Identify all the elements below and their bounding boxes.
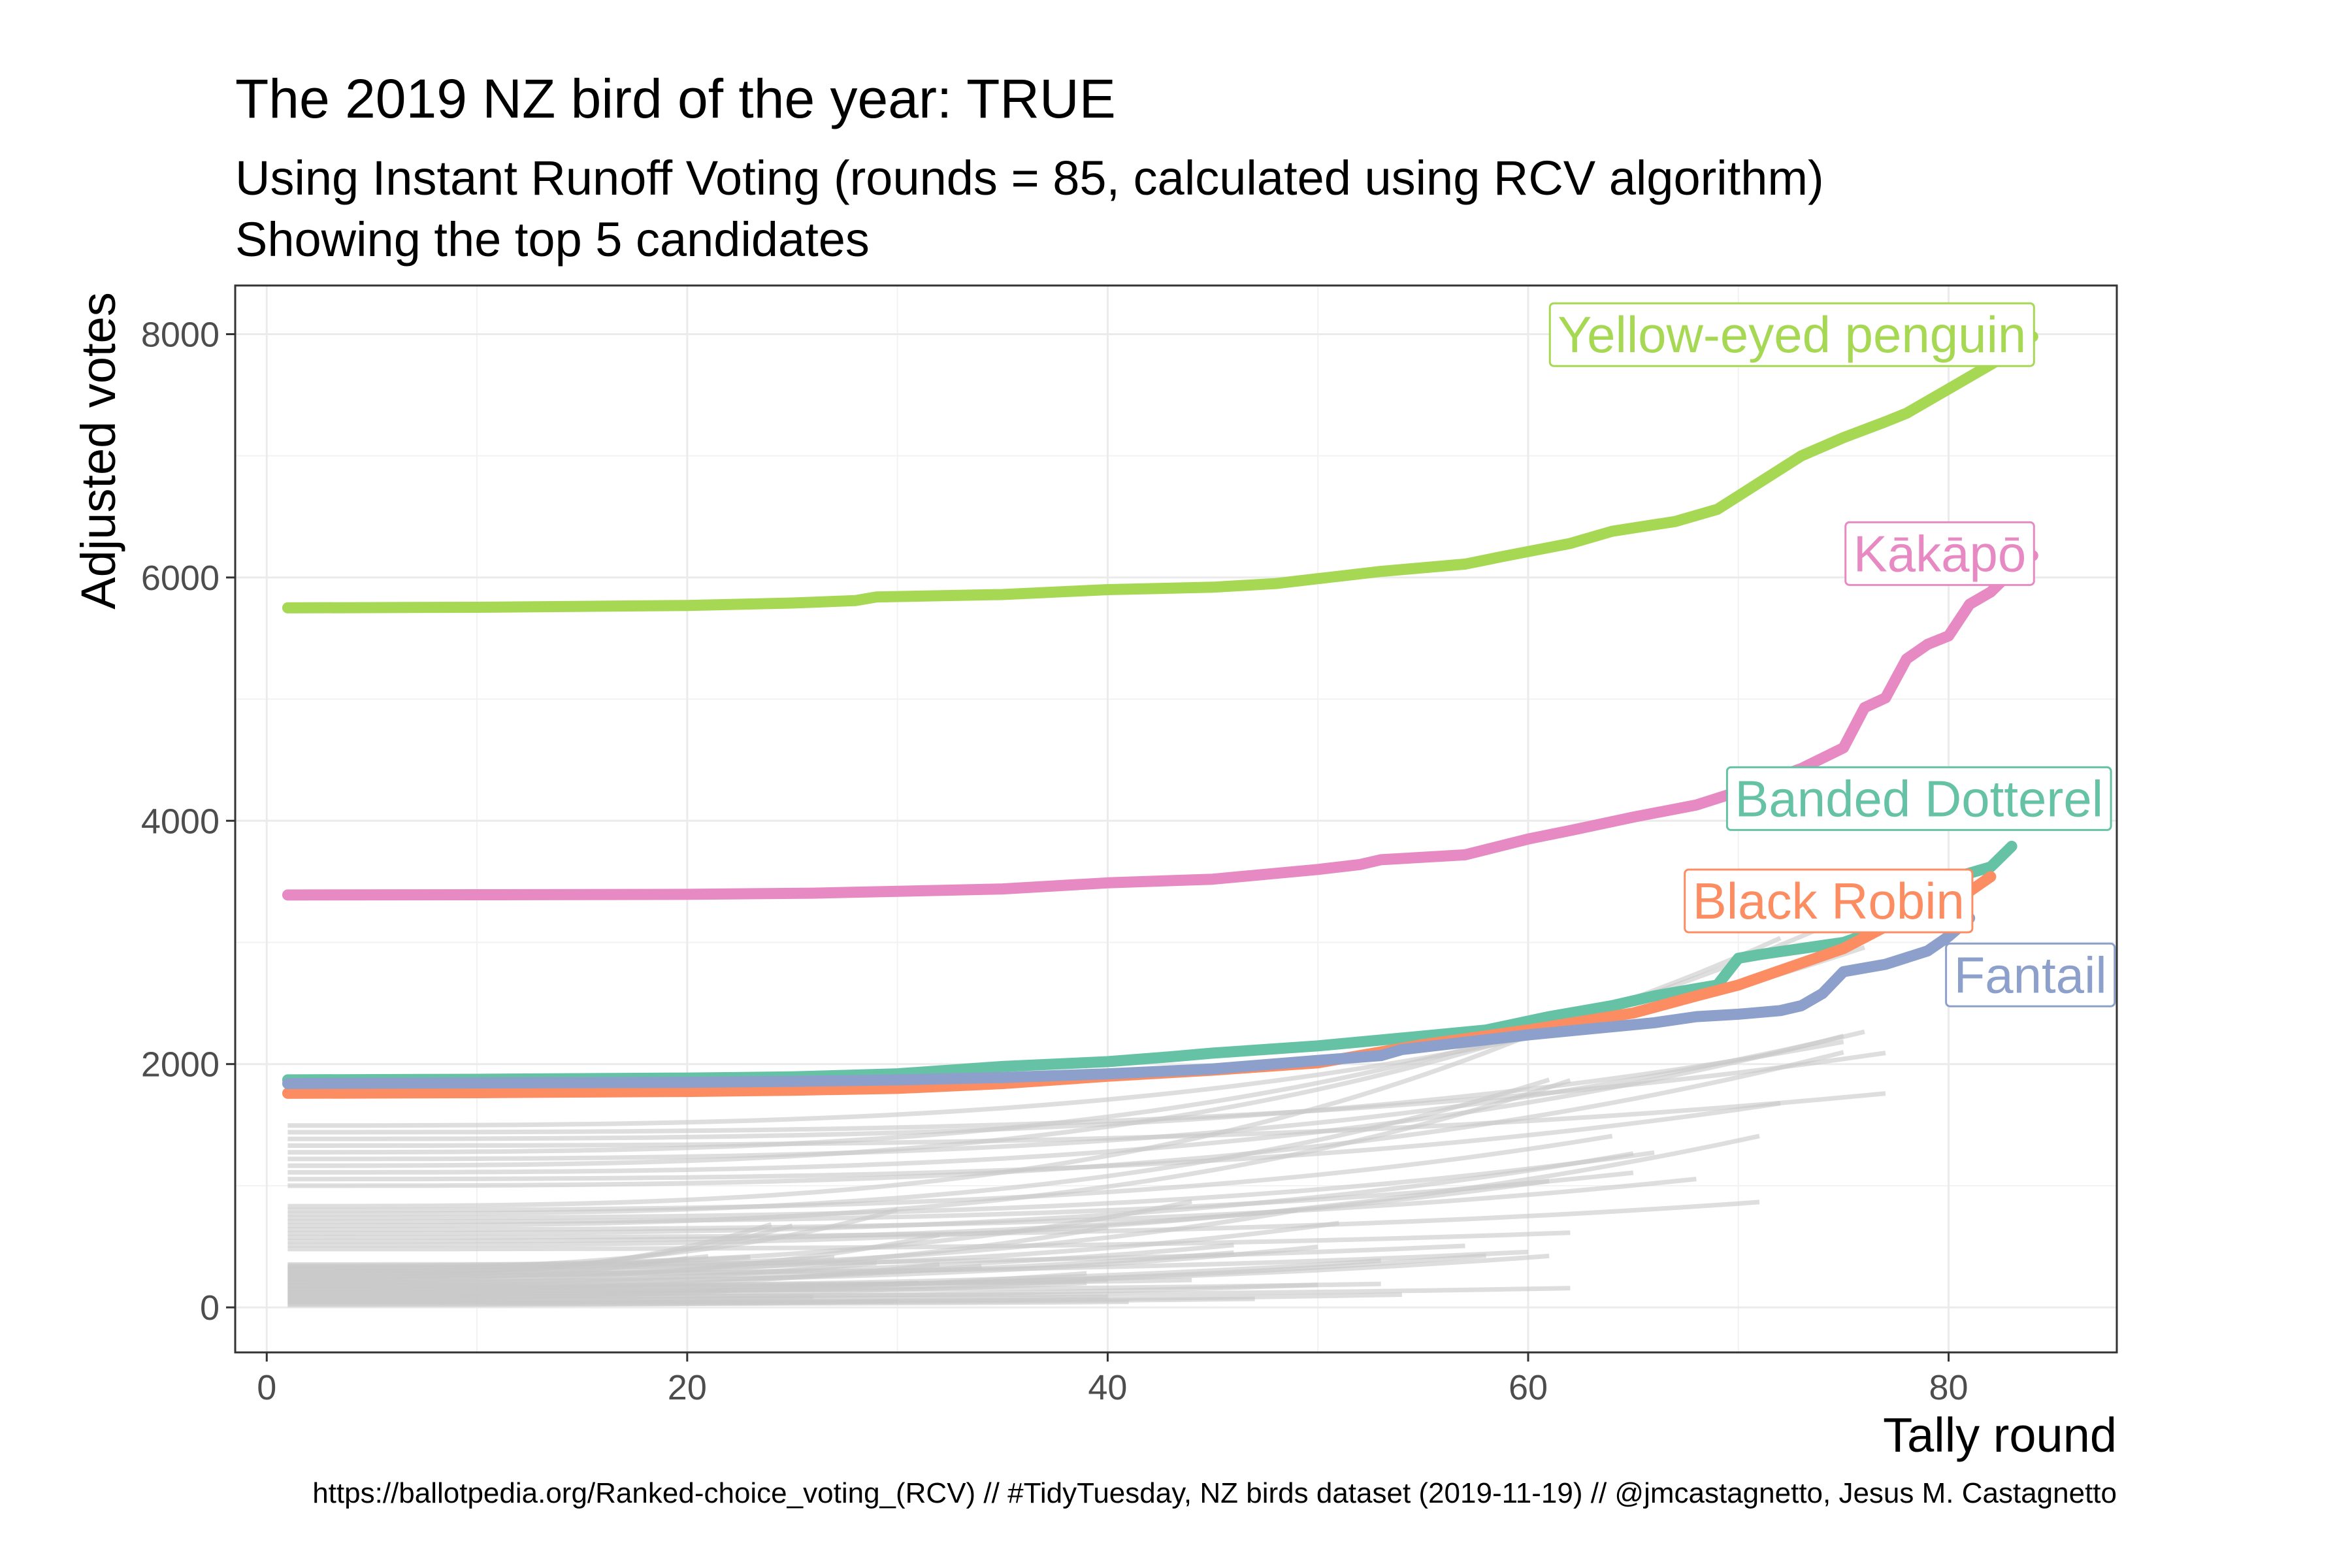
- series-line-k-k-p-: [282, 549, 2038, 901]
- background-candidate-line: [287, 1034, 1529, 1209]
- series-label-box: [1684, 868, 1974, 934]
- series-label-text: Fantail: [1954, 946, 2107, 1004]
- chart-subtitle-line-1: Using Instant Runoff Voting (rounds = 85…: [235, 151, 1824, 205]
- series-line-fantail: [282, 912, 1976, 1089]
- x-axis-title: Tally round: [1883, 1408, 2117, 1462]
- background-candidate-line: [287, 1170, 1634, 1224]
- background-candidate-line: [287, 1091, 1886, 1148]
- background-candidate-line: [287, 1150, 1655, 1220]
- series-label-text: Banded Dotterel: [1735, 770, 2103, 827]
- series-label-box: [1548, 302, 2035, 367]
- caption: https://ballotpedia.org/Ranked-choice_vo…: [312, 1477, 2117, 1509]
- x-tick-label: 0: [257, 1368, 276, 1407]
- background-candidate-line: [287, 1243, 1465, 1267]
- y-tick-label: 8000: [141, 315, 220, 354]
- chart-subtitle-line-2: Showing the top 5 candidates: [235, 212, 870, 267]
- background-candidate-line: [287, 1078, 1571, 1228]
- series-label-black-robin: Black Robin: [1684, 868, 1974, 934]
- series-label-text: Yellow-eyed penguin: [1558, 306, 2026, 363]
- x-tick-label: 60: [1509, 1368, 1548, 1407]
- x-tick-label: 40: [1088, 1368, 1127, 1407]
- background-candidate-line: [287, 1134, 1613, 1213]
- series-label-banded-dotterel: Banded Dotterel: [1725, 766, 2112, 831]
- y-axis-title: Adjusted votes: [71, 292, 125, 609]
- series-labels: Yellow-eyed penguin Kākāpō Banded Dotterel…: [1548, 302, 2116, 1007]
- x-tick-label: 80: [1929, 1368, 1968, 1407]
- series-label-box: [1725, 766, 2112, 831]
- background-candidate-line: [287, 1249, 1529, 1276]
- y-tick-label: 0: [200, 1288, 220, 1328]
- series-label-text: Black Robin: [1693, 872, 1965, 930]
- series-label-k-k-p-: Kākāpō: [1844, 521, 2035, 586]
- series-line-yellow-eyed-penguin: [282, 331, 2038, 613]
- y-tick-label: 4000: [141, 802, 220, 841]
- y-tick-label: 6000: [141, 559, 220, 598]
- background-candidate-line: [287, 1034, 1844, 1175]
- series-label-text: Kākāpō: [1854, 525, 2027, 582]
- background-candidate-line: [287, 1230, 1571, 1252]
- plot-panel-border: [234, 284, 2118, 1354]
- background-candidate-line: [287, 1177, 1697, 1232]
- background-candidate-line: [287, 1039, 1844, 1141]
- series-label-box: [1844, 521, 2035, 586]
- series-label-yellow-eyed-penguin: Yellow-eyed penguin: [1548, 302, 2035, 367]
- background-candidate-line: [287, 1029, 1865, 1162]
- axes: 0 20 40 60 80 0 2000 4000 6000 8000: [141, 315, 1968, 1407]
- background-candidate-line: [287, 1077, 1550, 1217]
- chart-title: The 2019 NZ bird of the year: TRUE: [235, 68, 1116, 129]
- background-candidate-lines: [287, 925, 1886, 1307]
- x-tick-label: 20: [668, 1368, 707, 1407]
- background-candidate-line: [287, 1051, 1886, 1135]
- y-tick-label: 2000: [141, 1045, 220, 1085]
- series-label-fantail: Fantail: [1945, 942, 2116, 1007]
- background-candidate-line: [287, 1250, 1234, 1281]
- series-label-box: [1945, 942, 2116, 1007]
